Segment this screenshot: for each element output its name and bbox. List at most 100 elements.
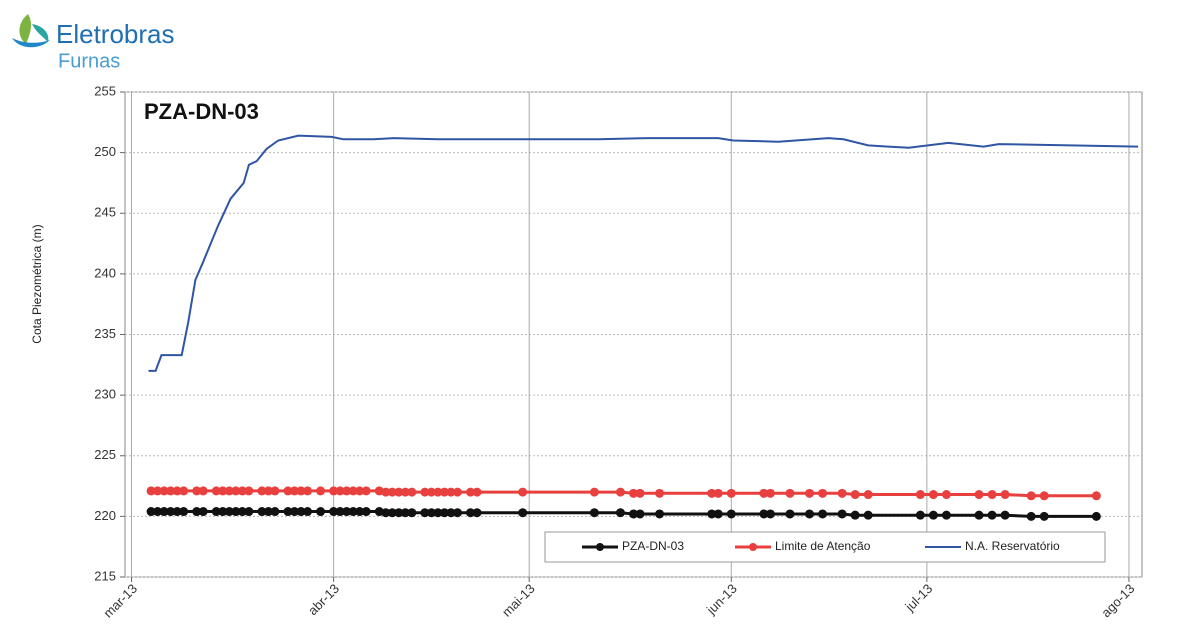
data-point	[407, 487, 417, 497]
data-point	[159, 507, 169, 517]
x-tick-label: ago-13	[1098, 581, 1137, 620]
data-point	[439, 508, 449, 518]
y-tick-label: 215	[94, 568, 116, 583]
data-point	[818, 509, 828, 519]
data-point	[153, 486, 163, 496]
legend-marker	[749, 543, 757, 551]
x-tick-label: jul-13	[902, 581, 936, 615]
data-point	[218, 486, 228, 496]
data-point	[342, 486, 352, 496]
data-point	[759, 488, 769, 498]
data-point	[635, 488, 645, 498]
data-point	[283, 486, 293, 496]
data-point	[224, 507, 234, 517]
data-point	[615, 487, 625, 497]
data-point	[713, 509, 723, 519]
y-tick-label: 225	[94, 447, 116, 462]
data-point	[446, 487, 456, 497]
data-point	[172, 507, 182, 517]
data-point	[231, 507, 241, 517]
data-point	[655, 488, 665, 498]
data-point	[257, 507, 267, 517]
data-point	[726, 488, 736, 498]
data-point	[765, 488, 775, 498]
data-point	[1000, 510, 1010, 520]
data-point	[1039, 511, 1049, 521]
data-point	[290, 507, 299, 517]
data-point	[192, 507, 202, 517]
data-point	[244, 507, 254, 517]
data-point	[296, 486, 306, 496]
y-axis-label: Cota Piezométrica (m)	[30, 224, 44, 343]
data-point	[785, 509, 795, 519]
data-point	[270, 507, 280, 517]
data-point	[1039, 491, 1049, 501]
data-point	[179, 486, 189, 496]
data-point	[655, 509, 665, 519]
data-point	[394, 508, 404, 518]
data-point	[270, 486, 280, 496]
data-point	[765, 509, 775, 519]
data-point	[1000, 490, 1010, 500]
data-point	[355, 507, 365, 517]
data-point	[211, 507, 221, 517]
data-point	[166, 486, 176, 496]
data-point	[1091, 491, 1101, 501]
legend-label: N.A. Reservatório	[965, 539, 1060, 553]
legend: PZA-DN-03 Limite de Atenção N.A. Reservató…	[544, 531, 1106, 563]
y-tick-label: 235	[94, 326, 116, 341]
logo-wave	[12, 38, 50, 48]
data-point	[263, 507, 273, 517]
data-point	[407, 508, 417, 518]
data-point	[153, 507, 163, 517]
data-point	[941, 510, 951, 520]
x-tick-label: mar-13	[100, 581, 140, 621]
data-point	[518, 508, 528, 518]
data-point	[915, 490, 925, 500]
logo-leaf	[32, 24, 49, 42]
y-tick-label: 240	[94, 265, 116, 280]
data-point	[589, 508, 599, 518]
data-point	[818, 488, 828, 498]
data-point	[420, 508, 430, 518]
data-point	[863, 510, 873, 520]
data-point	[237, 486, 247, 496]
data-point	[329, 486, 339, 496]
data-point	[218, 507, 228, 517]
data-point	[192, 486, 202, 496]
data-point	[420, 487, 430, 497]
data-point	[1026, 511, 1036, 521]
data-point	[303, 486, 313, 496]
data-point	[466, 487, 476, 497]
data-point	[198, 486, 208, 496]
data-point	[472, 487, 482, 497]
legend-label: PZA-DN-03	[622, 539, 684, 553]
data-point	[635, 509, 645, 519]
data-point	[381, 487, 391, 497]
data-point	[348, 486, 358, 496]
data-point	[713, 488, 723, 498]
data-point	[472, 508, 482, 518]
data-point	[244, 486, 254, 496]
legend-marker	[596, 543, 604, 551]
data-point	[296, 507, 306, 517]
data-point	[172, 486, 182, 496]
data-point	[342, 507, 352, 517]
series-line	[148, 134, 1139, 372]
data-point	[726, 509, 736, 519]
data-point	[303, 507, 313, 517]
data-point	[707, 488, 717, 498]
data-point	[928, 490, 938, 500]
data-point	[335, 486, 345, 496]
data-point	[211, 486, 221, 496]
logo-leaf	[19, 14, 32, 44]
data-point	[329, 507, 339, 517]
data-point	[987, 490, 997, 500]
x-tick-label: abr-13	[305, 581, 342, 618]
data-point	[355, 486, 365, 496]
data-point	[987, 510, 997, 520]
data-point	[863, 490, 873, 500]
data-point	[707, 509, 717, 519]
data-point	[466, 508, 476, 518]
